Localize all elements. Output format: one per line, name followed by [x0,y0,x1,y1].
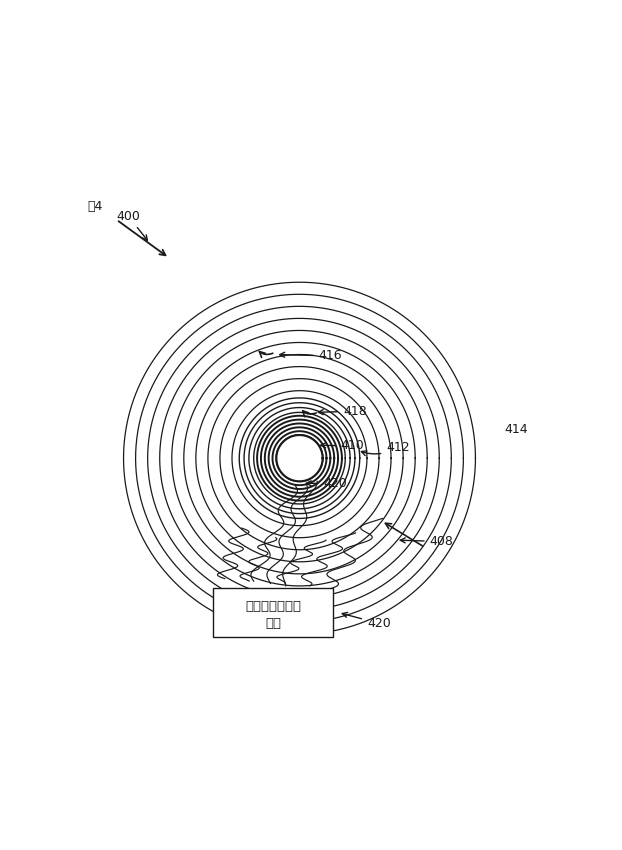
Text: 412: 412 [361,441,410,456]
Circle shape [277,436,322,480]
Text: 418: 418 [318,405,366,418]
Text: 図4: 図4 [87,201,103,213]
Text: 420: 420 [342,613,391,630]
Bar [213,588,333,637]
Text: 408: 408 [400,535,453,548]
Text: 400: 400 [116,210,147,241]
Text: 420: 420 [306,477,347,490]
Text: 回路: 回路 [265,616,281,630]
Text: 416: 416 [280,349,342,362]
Text: コイルセレクタ: コイルセレクタ [245,600,301,613]
Text: 414: 414 [504,422,528,436]
Text: 410: 410 [321,439,364,452]
